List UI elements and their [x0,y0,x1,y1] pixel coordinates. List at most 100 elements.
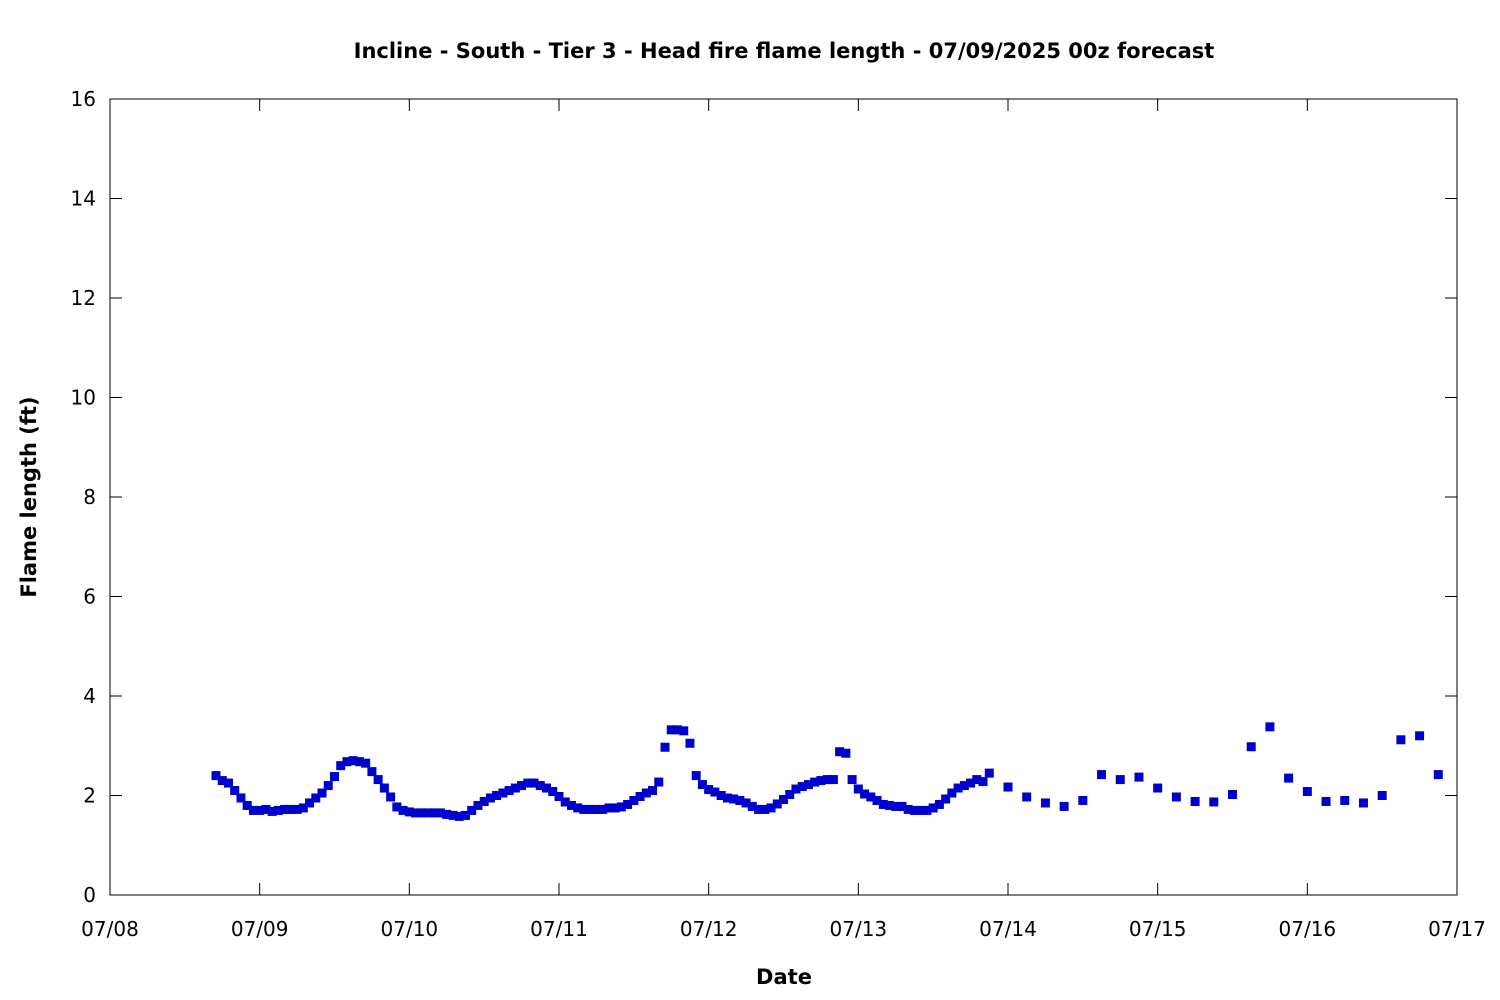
data-point [404,807,414,817]
data-point [236,793,246,803]
data-point [978,777,988,787]
plot-frame [109,98,1458,896]
data-point [230,786,240,796]
data-point [1415,731,1425,741]
data-point [492,791,502,800]
data-point [398,805,408,815]
data-point [866,792,876,802]
data-point [1153,783,1163,793]
data-point [573,803,583,813]
data-point [217,776,227,786]
data-point [223,778,233,788]
x-tick-label: 07/17 [1428,917,1486,941]
data-point [947,788,957,798]
data-point [860,789,870,799]
x-tick-label: 07/09 [231,917,289,941]
data-point [386,792,396,802]
data-point [579,804,589,814]
x-tick-label: 07/14 [979,917,1037,941]
data-point [704,785,714,795]
data-point [660,742,670,752]
data-point [436,808,446,818]
data-point [816,776,826,786]
data-point [959,781,969,791]
data-point [972,775,982,785]
x-axis-label: Date [756,965,812,989]
y-tick-label: 0 [83,883,96,907]
data-point [1302,787,1312,797]
data-point [710,787,720,797]
data-point [373,775,383,785]
data-point [1171,792,1181,802]
data-point [242,800,252,810]
data-point [741,798,751,808]
data-point [342,757,352,767]
y-tick-label: 4 [83,684,96,708]
data-point [747,801,757,811]
chart-title: Incline - South - Tier 3 - Head fire fla… [354,39,1215,63]
data-point [273,805,283,815]
data-point [261,804,271,814]
data-point [847,775,857,785]
data-point [635,791,645,801]
data-point [623,799,633,809]
data-point [454,811,464,821]
data-point [610,803,620,813]
data-point [1059,801,1069,811]
data-point [1134,772,1144,782]
y-tick-label: 16 [71,87,96,111]
data-point [498,788,508,798]
data-point [1246,742,1256,752]
data-point [828,775,838,785]
data-point [934,799,944,809]
data-point [248,805,258,815]
x-tick-label: 07/16 [1279,917,1337,941]
y-tick-label: 14 [71,187,96,211]
data-point [903,804,913,814]
data-point [679,726,689,736]
y-axis: 0 2 4 6 8 10 12 14 16 [71,87,1457,907]
data-point [473,800,483,810]
data-point [311,793,321,803]
data-point [548,787,558,797]
data-point [1190,796,1200,806]
data-point [298,803,308,813]
x-tick-label: 07/11 [530,917,588,941]
data-point [429,808,439,818]
x-tick-label: 07/15 [1129,917,1187,941]
data-point [305,798,315,808]
data-point [984,768,994,778]
data-point [885,800,895,810]
data-point [803,780,813,790]
data-point [523,778,533,788]
data-point [479,796,489,806]
data-point [442,809,452,819]
y-axis-label: Flame length (ft) [17,396,41,597]
data-point [1022,792,1032,802]
data-point [697,780,707,790]
data-point [760,804,770,814]
data-point [467,805,477,815]
data-point [598,804,608,814]
data-point [1340,795,1350,805]
y-tick-label: 6 [83,585,96,609]
data-point [379,783,389,793]
data-point [323,781,333,791]
data-point [772,799,782,809]
data-point [928,803,938,813]
data-point [691,771,701,781]
data-point [460,810,470,820]
data-point [1265,722,1275,732]
data-point [966,778,976,788]
data-point [754,804,764,814]
data-point [1284,773,1294,783]
data-point [766,803,776,813]
data-point [517,781,527,791]
data-point [835,747,845,757]
data-point [1040,798,1050,808]
data-point [367,767,377,777]
data-point [941,794,951,804]
x-tick-label: 07/08 [81,917,139,941]
data-point [1321,796,1331,806]
data-point [292,804,302,814]
